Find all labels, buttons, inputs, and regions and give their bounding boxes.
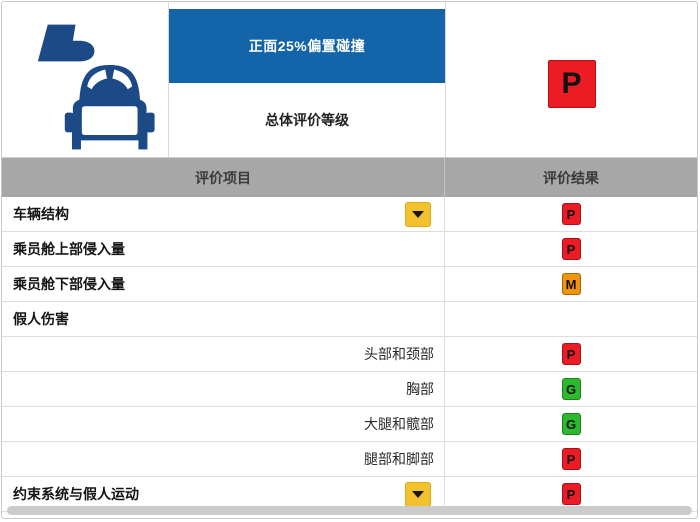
crash-type-cell: 正面25%偏置碰撞 总体评价等级 [169,2,446,157]
table-row-lower-intrusion: 乘员舱下部侵入量 M [2,267,697,302]
crash-type-banner: 正面25%偏置碰撞 [169,9,445,83]
table-row-vehicle-structure: 车辆结构 P [2,197,697,232]
row-label: 约束系统与假人运动 [13,486,139,502]
column-header-item: 评价项目 [2,158,445,197]
rating-badge: M [561,273,581,295]
table-row-upper-intrusion: 乘员舱上部侵入量 P [2,232,697,267]
rating-badge: P [561,203,581,225]
table-header-row: 评价项目 评价结果 [2,157,697,197]
chevron-down-icon [412,210,424,218]
row-label: 胸部 [406,381,434,397]
table-row-leg-foot: 腿部和脚部 P [2,442,697,477]
column-header-result: 评价结果 [543,169,599,186]
small-overlap-crash-icon [37,24,155,150]
table-row-dummy-injury: 假人伤害 [2,302,697,337]
table-row-chest: 胸部 G [2,372,697,407]
table-row-head-neck: 头部和颈部 P [2,337,697,372]
overall-rating-badge: P [547,59,596,108]
rating-badge: P [561,238,581,260]
row-label: 头部和颈部 [364,346,434,362]
report-header: 正面25%偏置碰撞 总体评价等级 P [2,2,697,157]
overall-result-cell: P [446,2,697,157]
row-label: 大腿和髋部 [364,416,434,432]
rating-badge: G [561,378,581,400]
chevron-down-icon [412,490,424,498]
row-label: 乘员舱下部侵入量 [13,276,125,292]
crash-type-title: 正面25%偏置碰撞 [248,38,366,54]
expand-dropdown-button[interactable] [405,481,431,507]
overall-rating-label: 总体评价等级 [265,112,349,128]
crash-icon-cell [2,2,169,157]
rating-badge: P [561,343,581,365]
row-label: 乘员舱上部侵入量 [13,241,125,257]
row-label: 假人伤害 [13,311,69,327]
horizontal-scrollbar[interactable] [7,506,692,515]
rating-badge: P [561,448,581,470]
row-label: 车辆结构 [13,206,69,222]
rating-badge: G [561,413,581,435]
table-row-thigh-hip: 大腿和髋部 G [2,407,697,442]
row-label: 腿部和脚部 [364,451,434,467]
expand-dropdown-button[interactable] [405,201,431,227]
rating-badge: P [561,483,581,505]
